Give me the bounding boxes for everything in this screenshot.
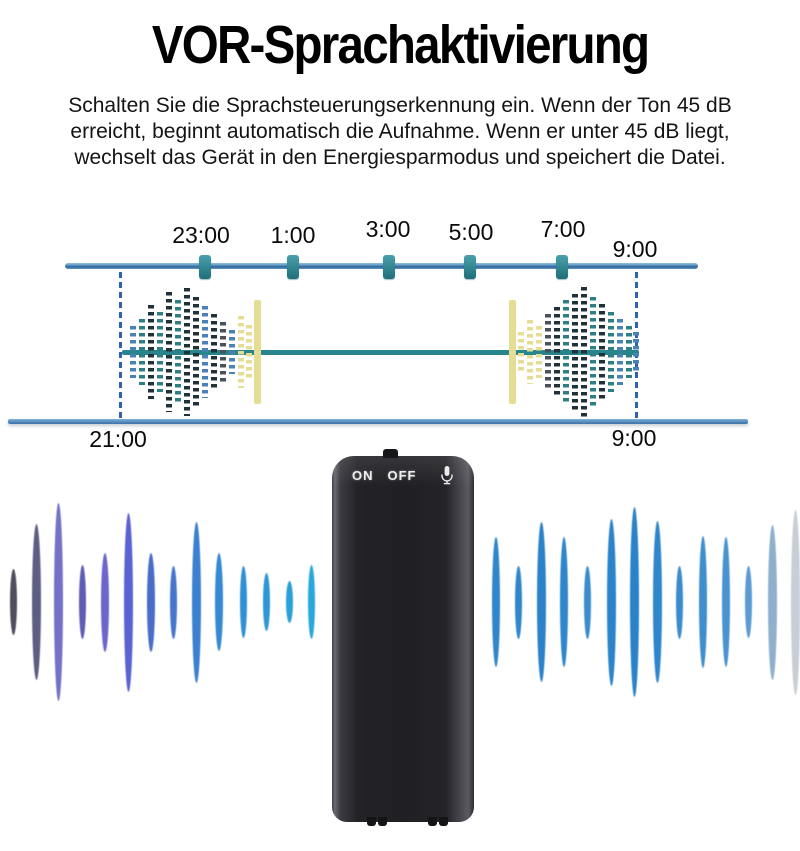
- equalizer-burst-bar: [211, 314, 217, 390]
- wave-bar: [722, 537, 730, 667]
- wave-bar: [262, 573, 270, 631]
- description-line: wechselt das Gerät in den Energiesparmod…: [74, 146, 726, 169]
- wave-bar: [606, 518, 616, 686]
- wave-bar: [9, 569, 17, 635]
- timeline-axis-bottom: [8, 419, 748, 424]
- standby-baseline: [122, 350, 639, 355]
- time-label-top: 5:00: [448, 219, 494, 245]
- wave-bar: [31, 524, 41, 680]
- time-label-bottom: 9:00: [611, 425, 657, 451]
- device-foot: [428, 817, 437, 826]
- wave-bar: [101, 552, 109, 652]
- wave-bar: [78, 565, 86, 639]
- equalizer-burst-bar: [518, 332, 524, 372]
- wave-bar: [53, 503, 63, 701]
- equalizer-burst-bar: [572, 294, 578, 410]
- equalizer-burst-bar: [633, 332, 639, 372]
- wave-bar: [583, 565, 591, 639]
- equalizer-burst-bar: [184, 288, 190, 416]
- equalizer-burst-bar: [590, 297, 596, 407]
- equalizer-burst-bar: [202, 306, 208, 398]
- microphone-icon: [441, 466, 453, 485]
- wave-bar: [285, 581, 293, 623]
- equalizer-burst-bar: [238, 316, 244, 388]
- equalizer-burst-bar: [175, 300, 181, 404]
- equalizer-burst-bar: [229, 330, 235, 374]
- wave-bar: [492, 537, 500, 667]
- device-foot: [439, 817, 448, 826]
- wave-bar: [169, 565, 177, 639]
- page-title-text: VOR-Sprachaktivierung: [151, 15, 650, 75]
- time-label-top: 3:00: [365, 216, 411, 242]
- wave-bar: [699, 536, 707, 668]
- description-line: Schalten Sie die Sprachsteuerungserkennu…: [68, 94, 732, 117]
- timeline-tick: [464, 255, 476, 279]
- timeline-tick: [556, 255, 568, 279]
- equalizer-burst-bar: [148, 305, 154, 399]
- device-foot: [378, 817, 387, 826]
- wave-bar: [790, 509, 800, 695]
- wave-bar: [191, 521, 201, 683]
- voice-recorder-device: ON OFF: [332, 449, 474, 826]
- wave-bar: [123, 512, 133, 692]
- equalizer-burst-bar: [193, 297, 199, 407]
- equalizer-burst-bar: [581, 287, 587, 417]
- wave-bar: [744, 566, 752, 638]
- equalizer-burst-bar: [157, 312, 163, 392]
- wave-bar: [560, 537, 568, 667]
- equalizer-burst-bar: [527, 320, 533, 384]
- equalizer-burst-bar: [545, 314, 551, 390]
- equalizer-burst-bar: [617, 319, 623, 385]
- wave-bar: [652, 521, 662, 683]
- start-marker-dashed-line: [119, 272, 122, 420]
- time-label-top: 23:00: [172, 222, 230, 248]
- description-line: erreicht, beginnt automatisch die Aufnah…: [70, 120, 730, 143]
- wave-bar: [629, 507, 639, 697]
- equalizer-burst-bar: [563, 300, 569, 404]
- equalizer-burst-bar: [220, 322, 226, 382]
- time-label-top: 7:00: [540, 216, 586, 242]
- timeline-diagram: 23:00 1:00 3:00 5:00 7:00 9:00 21:00 9:00: [8, 216, 748, 452]
- wave-bar: [536, 522, 546, 682]
- power-switch: [383, 449, 398, 458]
- equalizer-burst-bar: [536, 326, 542, 378]
- equalizer-burst-bar: [599, 304, 605, 400]
- timeline-tick: [287, 255, 299, 279]
- wave-bar: [239, 566, 247, 638]
- equalizer-burst-bar: [246, 325, 252, 379]
- equalizer-burst-bar: [626, 326, 632, 378]
- time-label-top: 1:00: [270, 222, 316, 248]
- wave-bar: [307, 565, 315, 639]
- device-foot: [367, 817, 376, 826]
- timeline-axis-top: [65, 263, 698, 269]
- wave-bar: [675, 565, 683, 639]
- time-label-top: 9:00: [612, 236, 658, 262]
- equalizer-burst-bar-solid: [509, 300, 516, 404]
- wave-bar: [215, 553, 223, 651]
- timeline-tick: [199, 255, 211, 279]
- page-title: VOR-Sprachaktivierung: [0, 14, 800, 76]
- off-label: OFF: [387, 467, 417, 483]
- equalizer-burst-bar: [130, 326, 136, 378]
- device-top-panel: ON OFF: [332, 465, 474, 485]
- equalizer-burst-bar: [166, 292, 172, 412]
- time-label-bottom: 21:00: [89, 426, 147, 452]
- equalizer-burst-bar: [139, 319, 145, 385]
- wave-bar: [147, 552, 155, 652]
- on-label: ON: [352, 467, 374, 483]
- equalizer-burst-bar: [608, 312, 614, 392]
- equalizer-burst-bar: [554, 307, 560, 397]
- wave-bar: [767, 524, 777, 680]
- timeline-tick: [383, 255, 395, 279]
- description: Schalten Sie die Sprachsteuerungserkennu…: [0, 93, 800, 171]
- equalizer-burst-bar-solid: [254, 300, 261, 404]
- wave-bar: [514, 565, 522, 639]
